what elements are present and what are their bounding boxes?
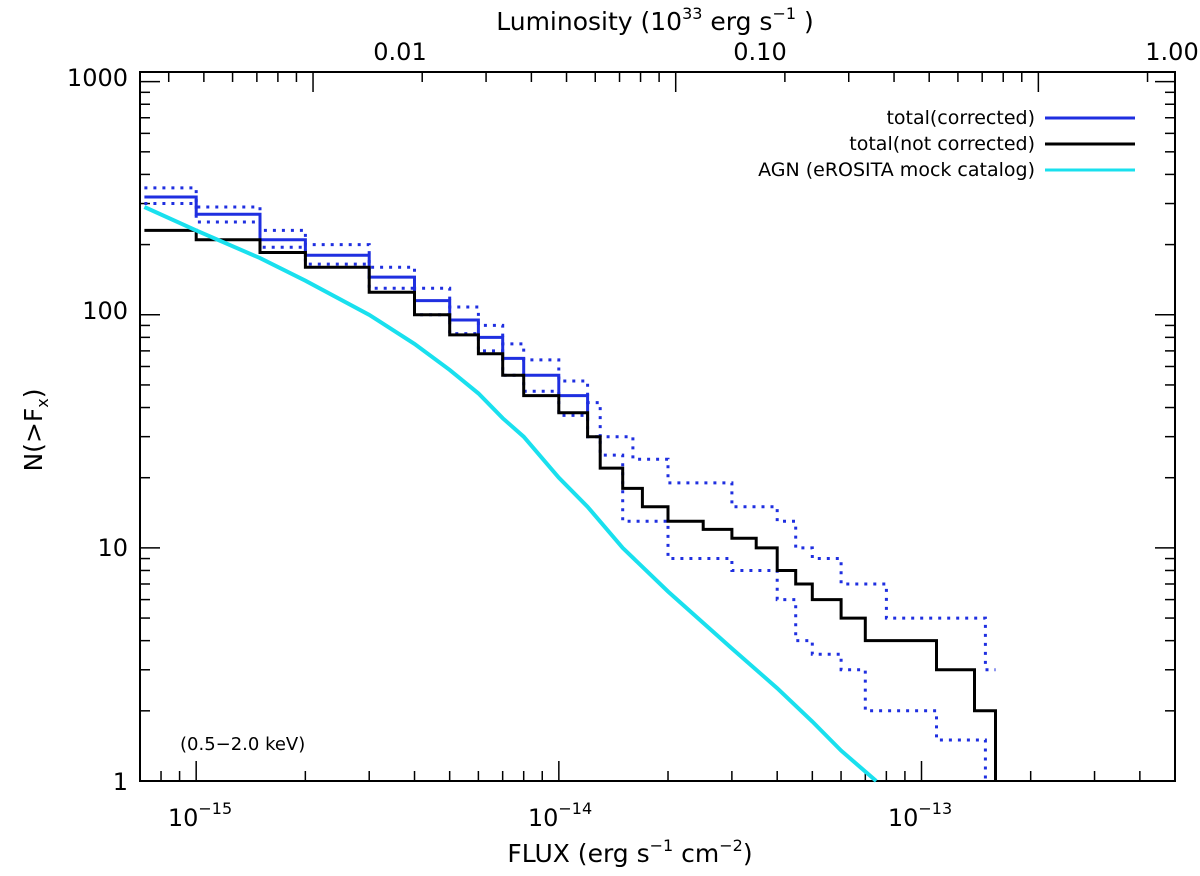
series-line-total-corrected- [144, 195, 590, 422]
energy-band-annotation: (0.5−2.0 keV) [180, 734, 305, 755]
xtick-base: 10 [168, 804, 199, 832]
xtick-label-1e-13: 10−13 [888, 799, 952, 832]
top-label-end: ) [796, 7, 814, 36]
top-label-sup1: 33 [682, 4, 702, 23]
top-axis-title: Luminosity (1033 erg s−1 ) [496, 4, 814, 36]
ylabel-main: N(>F [19, 408, 48, 472]
axis-ticks [140, 72, 1176, 782]
legend-label-corrected: total(corrected) [886, 107, 1035, 129]
top-tick-label-0.10: 0.10 [733, 38, 786, 66]
xtick-exp: −13 [918, 799, 952, 818]
series-line-agn-erosita-mock-catalog- [143, 205, 878, 783]
legend-label-agn: AGN (eROSITA mock catalog) [758, 159, 1035, 181]
xtick-exp: −15 [198, 799, 232, 818]
ylabel-end: ) [19, 388, 48, 398]
top-label-main: Luminosity (10 [496, 7, 682, 36]
xtick-base: 10 [888, 804, 919, 832]
xlabel-end: ) [743, 839, 753, 868]
ytick-label-1000: 1000 [67, 64, 128, 92]
series-line-total-not-corrected- [144, 228, 997, 781]
xlabel-sup2: −2 [719, 836, 743, 855]
xlabel-main: FLUX (erg s [507, 839, 649, 868]
ytick-label-100: 100 [82, 297, 128, 325]
series-line-total-corrected-upper [144, 186, 996, 672]
xtick-label-1e-14: 10−14 [528, 799, 592, 832]
series-group [143, 186, 997, 783]
x-axis-title: FLUX (erg s−1 cm−2) [507, 836, 752, 868]
ylabel-sub: x [33, 398, 52, 407]
series-line-total-corrected-lower [144, 202, 987, 781]
y-axis-title: N(>Fx) [19, 388, 52, 471]
top-label-mid: erg s [702, 7, 772, 36]
xlabel-sup1: −1 [650, 836, 674, 855]
ytick-label-1: 1 [113, 768, 128, 796]
xtick-label-1e-15: 10−15 [168, 799, 232, 832]
legend-label-not-corrected: total(not corrected) [849, 133, 1035, 155]
top-tick-label-0.01: 0.01 [373, 38, 426, 66]
ytick-label-10: 10 [97, 534, 128, 562]
xlabel-mid: cm [673, 839, 719, 868]
top-label-sup2: −1 [772, 4, 796, 23]
legend: total(corrected) total(not corrected) AG… [758, 107, 1135, 181]
xtick-base: 10 [528, 804, 559, 832]
plot-frame [139, 71, 1176, 782]
xtick-exp: −14 [558, 799, 592, 818]
top-tick-label-1.00: 1.00 [1145, 38, 1198, 66]
